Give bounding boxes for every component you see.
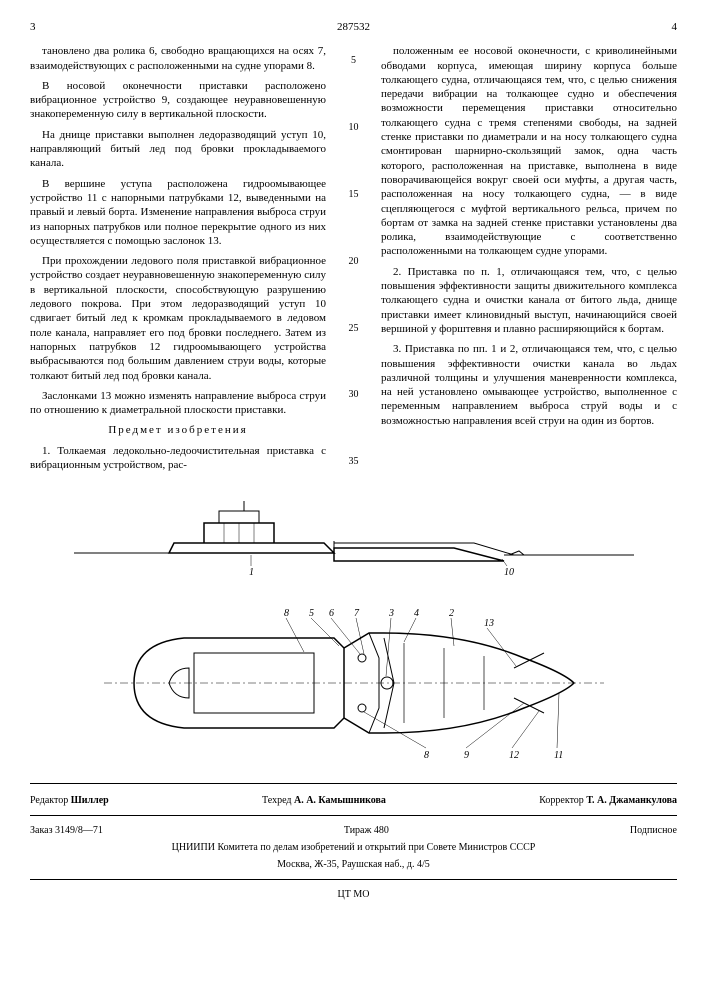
footer-print: Заказ 3149/8—71 Тираж 480 Подписное [30,824,677,837]
line-num: 15 [346,188,361,201]
svg-text:4: 4 [414,608,419,619]
ship-side-view-icon: 1 10 [74,493,634,583]
editor: Редактор Шиллер [30,794,109,807]
svg-text:7: 7 [354,608,360,619]
footer: Редактор Шиллер Техред А. А. Камышникова… [30,794,677,901]
line-num: 20 [346,255,361,268]
svg-text:13: 13 [484,618,494,629]
svg-text:8: 8 [424,750,429,761]
left-column: тановлено два ролика 6, свободно вращающ… [30,44,326,478]
divider [30,879,677,880]
figure-2: 8 5 6 7 3 4 2 13 8 9 12 11 [30,598,677,768]
tech: Техред А. А. Камышникова [262,794,386,807]
right-column: положенным ее носовой оконечности, с кри… [381,44,677,478]
svg-text:12: 12 [509,750,519,761]
para: 1. Толкаемая ледокольно-ледоочистительна… [30,444,326,473]
svg-text:6: 6 [329,608,334,619]
svg-text:9: 9 [464,750,469,761]
divider [30,783,677,784]
subscription: Подписное [630,824,677,837]
line-num: 30 [346,388,361,401]
footer-credits: Редактор Шиллер Техред А. А. Камышникова… [30,794,677,807]
para: В вершине уступа расположена гидроомываю… [30,177,326,248]
text-columns: тановлено два ролика 6, свободно вращающ… [30,44,677,478]
circulation: Тираж 480 [344,824,389,837]
line-num: 35 [346,455,361,468]
svg-text:8: 8 [284,608,289,619]
para: тановлено два ролика 6, свободно вращающ… [30,44,326,73]
line-num: 10 [346,121,361,134]
line-num: 5 [346,54,361,67]
para: 3. Приставка по пп. 1 и 2, отличающаяся … [381,342,677,428]
para: При прохождении ледового поля приставкой… [30,254,326,383]
fig-label: 10 [504,567,514,578]
printer: ЦТ МО [30,888,677,901]
ship-top-view-icon: 8 5 6 7 3 4 2 13 8 9 12 11 [104,598,604,768]
patent-number: 287532 [36,20,672,34]
para: положенным ее носовой оконечности, с кри… [381,44,677,258]
svg-text:3: 3 [388,608,394,619]
figure-1: 1 10 [30,493,677,583]
right-page-num: 4 [672,20,678,34]
line-numbers: 5 10 15 20 25 30 35 [346,44,361,478]
org-line2: Москва, Ж-35, Раушская наб., д. 4/5 [30,858,677,871]
svg-text:2: 2 [449,608,454,619]
divider [30,815,677,816]
corrector: Корректор Т. А. Джаманкулова [539,794,677,807]
svg-text:11: 11 [554,750,563,761]
svg-text:5: 5 [309,608,314,619]
line-num: 25 [346,322,361,335]
section-title: Предмет изобретения [30,423,326,437]
fig-label: 1 [249,567,254,578]
page-header: 3 287532 4 [30,20,677,34]
para: На днище приставки выполнен ледоразводящ… [30,128,326,171]
para: 2. Приставка по п. 1, отличающаяся тем, … [381,265,677,336]
org-line1: ЦНИИПИ Комитета по делам изобретений и о… [30,841,677,854]
para: Заслонками 13 можно изменять направление… [30,389,326,418]
para: В носовой оконечности приставки располож… [30,79,326,122]
order: Заказ 3149/8—71 [30,824,103,837]
